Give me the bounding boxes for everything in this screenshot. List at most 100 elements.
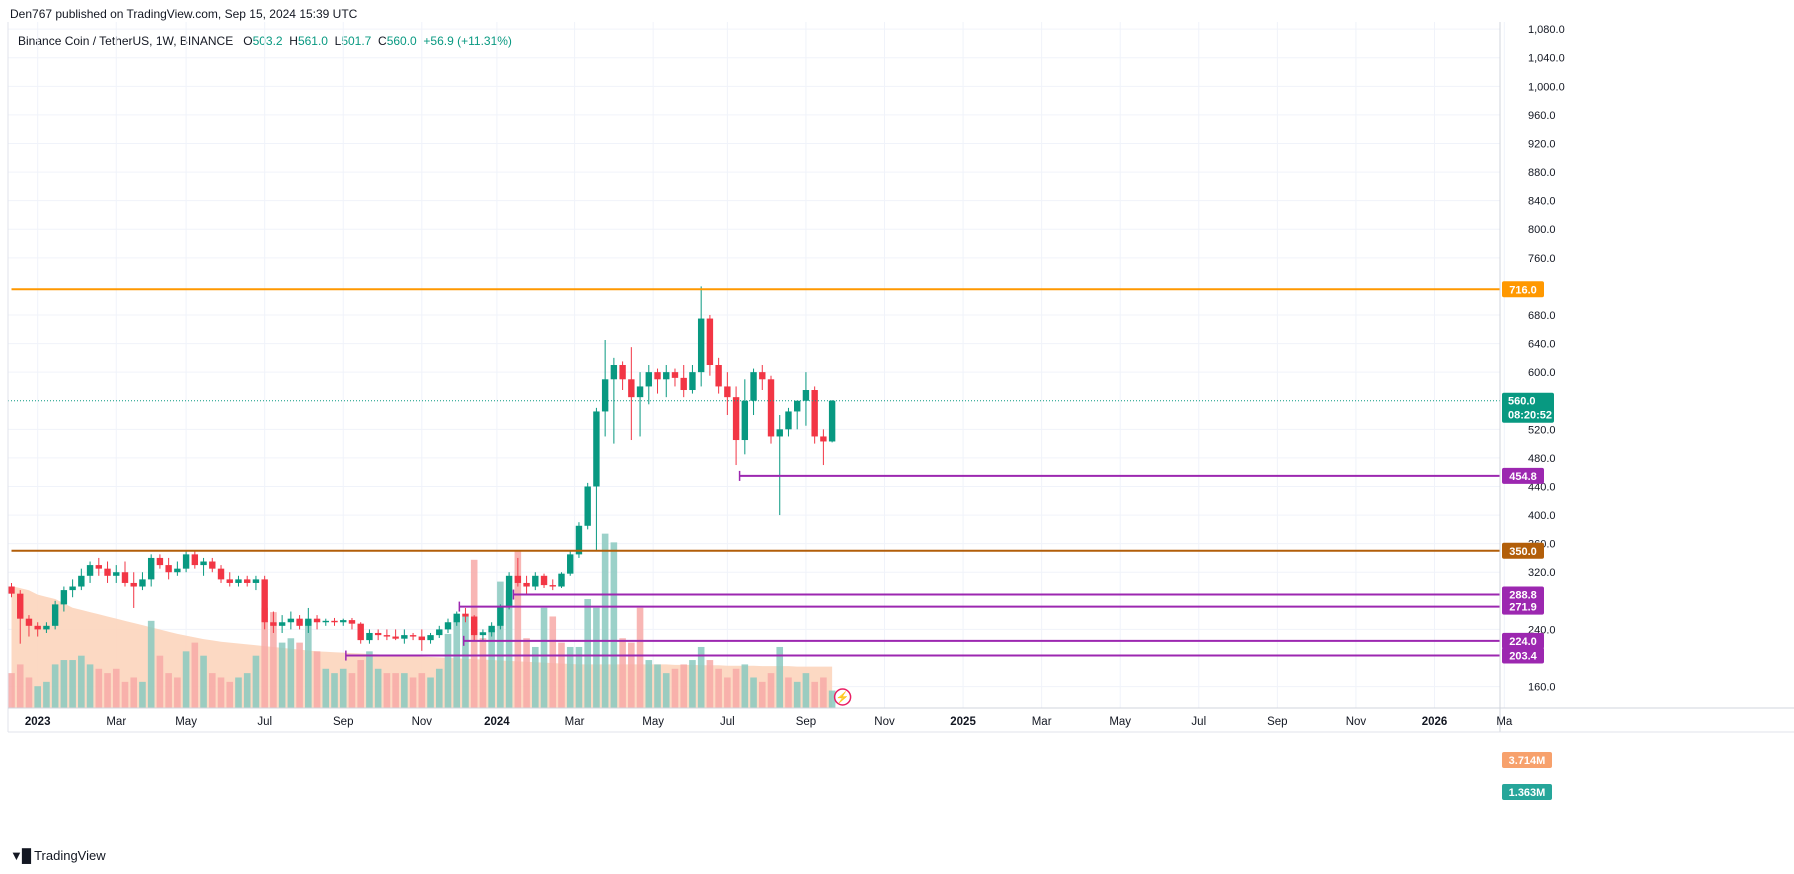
volume-bar [715,668,722,708]
high-label: H [289,34,298,48]
brand-name: TradingView [34,848,106,863]
horizontal-levels[interactable] [8,288,1500,661]
time-scale[interactable]: 2023 Mar May Jul Sep Nov 2024 Mar May Jul Sep Nov 20… [25,716,1513,728]
time-tick-label: Nov [874,716,895,728]
candle-body [619,365,626,380]
volume-bar [514,551,522,708]
level-badge-bg [1502,542,1544,559]
candle-body [750,372,757,401]
volume-ma-area [11,585,833,708]
candles [8,286,836,651]
candle-body [86,565,94,576]
candle-body [78,575,85,587]
volume-bar [226,681,234,708]
candle-body [828,400,836,442]
volume-bar [252,655,260,708]
volume-bar [453,616,461,708]
candle-body [147,557,155,580]
price-scale[interactable]: 1,080.0 1,040.0 1,000.0 960.0 920.0 880.0 840.… [1528,24,1565,693]
volume-bar [645,660,653,708]
candle-body [610,365,618,380]
candle-body [567,554,574,574]
time-tick-label: May [175,716,197,728]
price-tick-label: 480.0 [1528,453,1556,465]
price-tick-label: 640.0 [1528,339,1556,351]
volume-bar [174,677,181,708]
volume-ma-badge: 3.714M [1509,755,1546,767]
candle-body [313,618,321,623]
volume-bar [575,646,583,708]
level-badge: 716.0 [1509,284,1537,296]
candle-body [401,635,408,639]
candle-body [182,554,190,569]
candle-body [785,411,792,430]
candle-body [645,372,652,387]
volume-bar [532,646,539,708]
low-value: 501.7 [341,34,372,48]
candle-body [235,579,242,583]
volume-bar [287,638,295,708]
time-tick-label: Mar [565,716,585,728]
time-tick-label: Nov [412,716,433,728]
volume-bar [750,677,757,708]
volume-bar [104,673,111,708]
level-badge: 203.4 [1509,651,1537,663]
candle-body [121,572,129,583]
volume-bar [383,673,391,708]
volume-bar [593,607,600,708]
price-tick-label: 1,080.0 [1528,24,1565,36]
volume-bar [261,607,268,708]
candle-body [261,579,268,623]
volume-bar [662,673,670,708]
candle-body [532,575,539,587]
candle-body [226,579,233,583]
level-badge-bg [1502,467,1544,484]
volume-bar [191,642,199,708]
symbol-name[interactable]: Binance Coin / TetherUS, 1W, BINANCE [18,34,234,48]
candle-body [113,572,120,576]
volume-badge: 1.363M [1509,787,1546,799]
volume-bar [435,668,443,708]
candle-body [174,568,181,573]
candle-body [462,613,469,617]
volume-bar [558,642,565,708]
volume-bar [636,607,644,708]
volume-bar [16,664,24,708]
volume-bar [147,620,155,708]
volume-bar [313,651,321,708]
volume-bar [697,646,705,708]
candle-body [17,593,24,619]
volume-bar [43,681,50,708]
time-tick-label: May [1109,716,1131,728]
open-value: 503.2 [252,34,283,48]
candle-body [270,622,277,626]
time-tick-label: Jul [720,716,735,728]
candle-body [601,379,609,412]
candle-body [505,575,513,607]
price-tick-label: 960.0 [1528,110,1556,122]
volume-bar [689,660,696,708]
candle-body [95,565,102,569]
volume-bar [654,664,661,708]
volume-bar [139,681,146,708]
volume-bar [69,660,76,708]
volume-bar [505,590,513,708]
time-tick-label: Sep [1267,716,1287,728]
tradingview-brand[interactable]: ▼█ TradingView [10,848,106,863]
price-tick-label: 880.0 [1528,167,1556,179]
candle-body [130,582,137,587]
candle-body [593,411,600,487]
candle-body [820,436,827,442]
price-tick-label: 320.0 [1528,567,1556,579]
candle-body [409,635,417,637]
countdown-badge: 08:20:52 [1508,410,1552,422]
candle-body [139,579,146,587]
candle-body [575,525,583,555]
candle-body [104,568,111,576]
candle-body [697,318,705,373]
open-label: O [243,34,253,48]
candle-body [200,561,207,566]
candle-body [680,377,687,391]
volume-bar [732,668,740,708]
